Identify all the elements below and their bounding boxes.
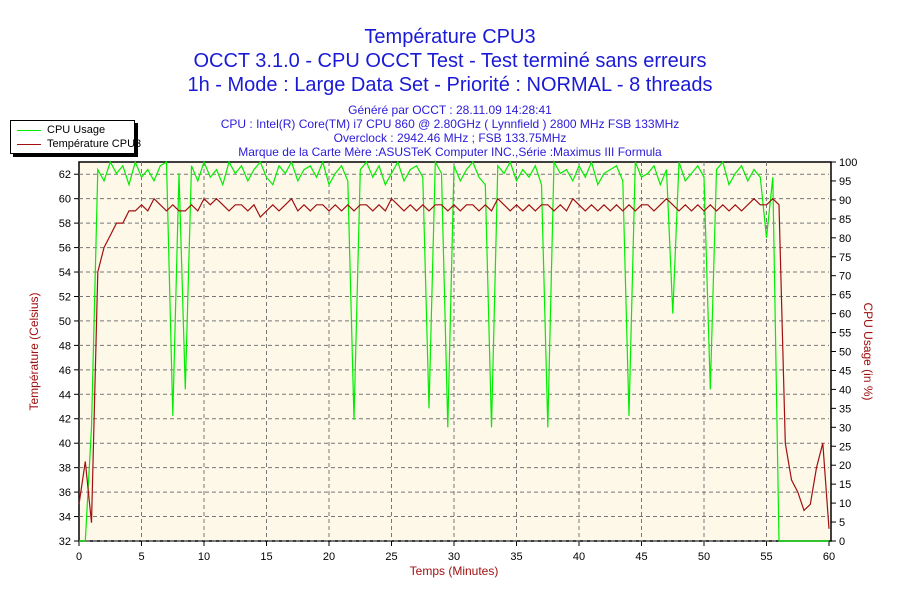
x-tick-label: 50 (698, 551, 710, 563)
x-axis-label: Temps (Minutes) (410, 564, 499, 578)
info-cpu: CPU : Intel(R) Core(TM) i7 CPU 860 @ 2.8… (220, 117, 680, 131)
info-motherboard: Marque de la Carte Mère :ASUSTeK Compute… (238, 145, 662, 159)
y2-tick-label: 0 (839, 536, 845, 548)
y-tick-label: 42 (59, 414, 71, 426)
y2-tick-label: 65 (839, 290, 851, 302)
x-tick-label: 55 (760, 551, 772, 563)
y-tick-label: 56 (59, 243, 71, 255)
y2-axis-label: CPU Usage (in %) (861, 302, 875, 400)
y-tick-label: 46 (59, 365, 71, 377)
y2-tick-label: 90 (839, 195, 851, 207)
x-tick-label: 60 (823, 551, 835, 563)
y-tick-label: 52 (59, 291, 71, 303)
y2-tick-label: 30 (839, 422, 851, 434)
y-tick-label: 36 (59, 487, 71, 499)
info-overclock: Overclock : 2942.46 MHz ; FSB 133.75MHz (333, 131, 567, 145)
legend: CPU Usage Température CPU3 (10, 120, 141, 154)
y-tick-label: 34 (59, 512, 71, 524)
x-tick-label: 40 (573, 551, 585, 563)
y2-tick-label: 95 (839, 176, 851, 188)
legend-temperature: Température CPU3 (17, 137, 141, 151)
y2-tick-label: 85 (839, 214, 851, 226)
x-tick-label: 5 (138, 551, 144, 563)
y2-tick-label: 15 (839, 479, 851, 491)
y2-tick-label: 70 (839, 271, 851, 283)
x-tick-label: 15 (260, 551, 272, 563)
series-temperature (78, 197, 830, 529)
y-tick-label: 60 (59, 194, 71, 206)
x-tick-label: 10 (198, 551, 210, 563)
chart-title: Température CPU3 (364, 26, 536, 48)
y2-tick-label: 25 (839, 441, 851, 453)
y2-tick-label: 75 (839, 252, 851, 264)
y2-tick-label: 5 (839, 517, 845, 529)
plot-area (78, 161, 832, 542)
y2-tick-label: 45 (839, 365, 851, 377)
series-cpu-usage (79, 159, 829, 542)
x-tick-label: 45 (635, 551, 647, 563)
y2-tick-label: 60 (839, 309, 851, 321)
y-axis-label: Température (Celsius) (27, 292, 41, 410)
y2-tick-label: 50 (839, 347, 851, 359)
y-tick-label: 48 (59, 340, 71, 352)
y2-tick-label: 40 (839, 384, 851, 396)
y2-tick-label: 100 (839, 157, 857, 169)
y2-tick-label: 55 (839, 328, 851, 340)
x-tick-label: 35 (510, 551, 522, 563)
x-tick-label: 25 (385, 551, 397, 563)
y-tick-label: 40 (59, 438, 71, 450)
y-tick-label: 32 (59, 536, 71, 548)
y2-tick-label: 80 (839, 233, 851, 245)
y2-tick-label: 35 (839, 403, 851, 415)
legend-cpu-usage: CPU Usage (17, 123, 105, 137)
chart-subtitle-mode: 1h - Mode : Large Data Set - Priorité : … (187, 74, 713, 96)
x-tick-label: 0 (76, 551, 82, 563)
x-tick-label: 20 (323, 551, 335, 563)
y-tick-label: 54 (59, 267, 71, 279)
y2-tick-label: 20 (839, 460, 851, 472)
y-tick-label: 50 (59, 316, 71, 328)
x-tick-label: 30 (448, 551, 460, 563)
y-tick-label: 62 (59, 169, 71, 181)
y-tick-label: 44 (59, 389, 71, 401)
chart-subtitle: OCCT 3.1.0 - CPU OCCT Test - Test termin… (193, 50, 707, 72)
y-tick-label: 38 (59, 463, 71, 475)
y-tick-label: 58 (59, 218, 71, 230)
y2-tick-label: 10 (839, 498, 851, 510)
info-generated: Généré par OCCT : 28.11.09 14:28:41 (348, 103, 552, 117)
